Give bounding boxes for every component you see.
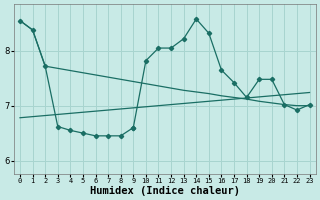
X-axis label: Humidex (Indice chaleur): Humidex (Indice chaleur) bbox=[90, 186, 240, 196]
